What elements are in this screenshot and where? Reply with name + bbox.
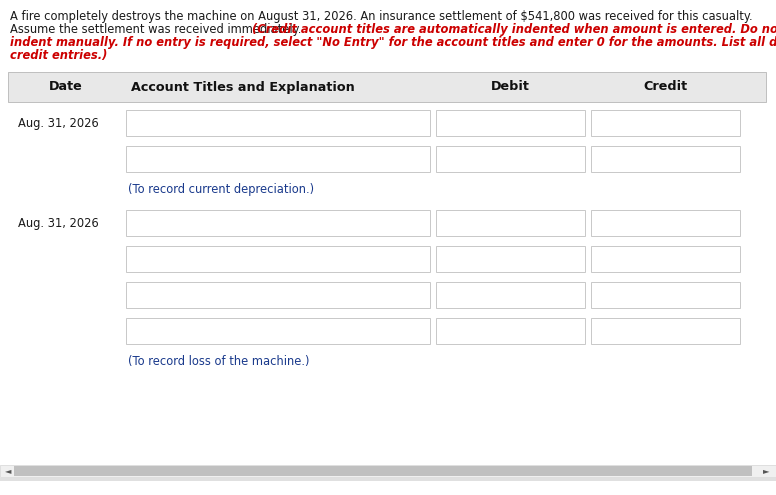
- Bar: [126, 282, 430, 308]
- Bar: [591, 110, 740, 136]
- Bar: [126, 318, 430, 344]
- Bar: [591, 318, 740, 344]
- Text: Aug. 31, 2026: Aug. 31, 2026: [18, 216, 99, 230]
- Text: Account Titles and Explanation: Account Titles and Explanation: [131, 81, 355, 94]
- Text: credit entries.): credit entries.): [10, 49, 107, 62]
- Text: Debit: Debit: [491, 81, 530, 94]
- Bar: [436, 210, 585, 236]
- Text: ◄: ◄: [5, 466, 12, 476]
- Bar: [436, 146, 585, 172]
- Bar: [14, 466, 752, 476]
- Text: Assume the settlement was received immediately.: Assume the settlement was received immed…: [10, 23, 305, 36]
- Bar: [436, 318, 585, 344]
- Text: (To record loss of the machine.): (To record loss of the machine.): [128, 354, 310, 367]
- Bar: [0, 478, 776, 481]
- Bar: [0, 465, 776, 477]
- Bar: [126, 146, 430, 172]
- Bar: [436, 246, 585, 272]
- Text: indent manually. If no entry is required, select "No Entry" for the account titl: indent manually. If no entry is required…: [10, 36, 776, 49]
- Bar: [436, 282, 585, 308]
- Text: Credit: Credit: [643, 81, 688, 94]
- Bar: [126, 210, 430, 236]
- Bar: [591, 146, 740, 172]
- Text: Date: Date: [49, 81, 82, 94]
- Bar: [436, 110, 585, 136]
- Bar: [8, 72, 766, 102]
- Text: (To record current depreciation.): (To record current depreciation.): [128, 183, 314, 196]
- Bar: [591, 282, 740, 308]
- Text: (Credit account titles are automatically indented when amount is entered. Do not: (Credit account titles are automatically…: [252, 23, 776, 36]
- Bar: [591, 210, 740, 236]
- Bar: [591, 246, 740, 272]
- Text: ►: ►: [763, 466, 769, 476]
- Text: Aug. 31, 2026: Aug. 31, 2026: [18, 116, 99, 130]
- Bar: [126, 110, 430, 136]
- Text: A fire completely destroys the machine on August 31, 2026. An insurance settleme: A fire completely destroys the machine o…: [10, 10, 753, 23]
- Bar: [126, 246, 430, 272]
